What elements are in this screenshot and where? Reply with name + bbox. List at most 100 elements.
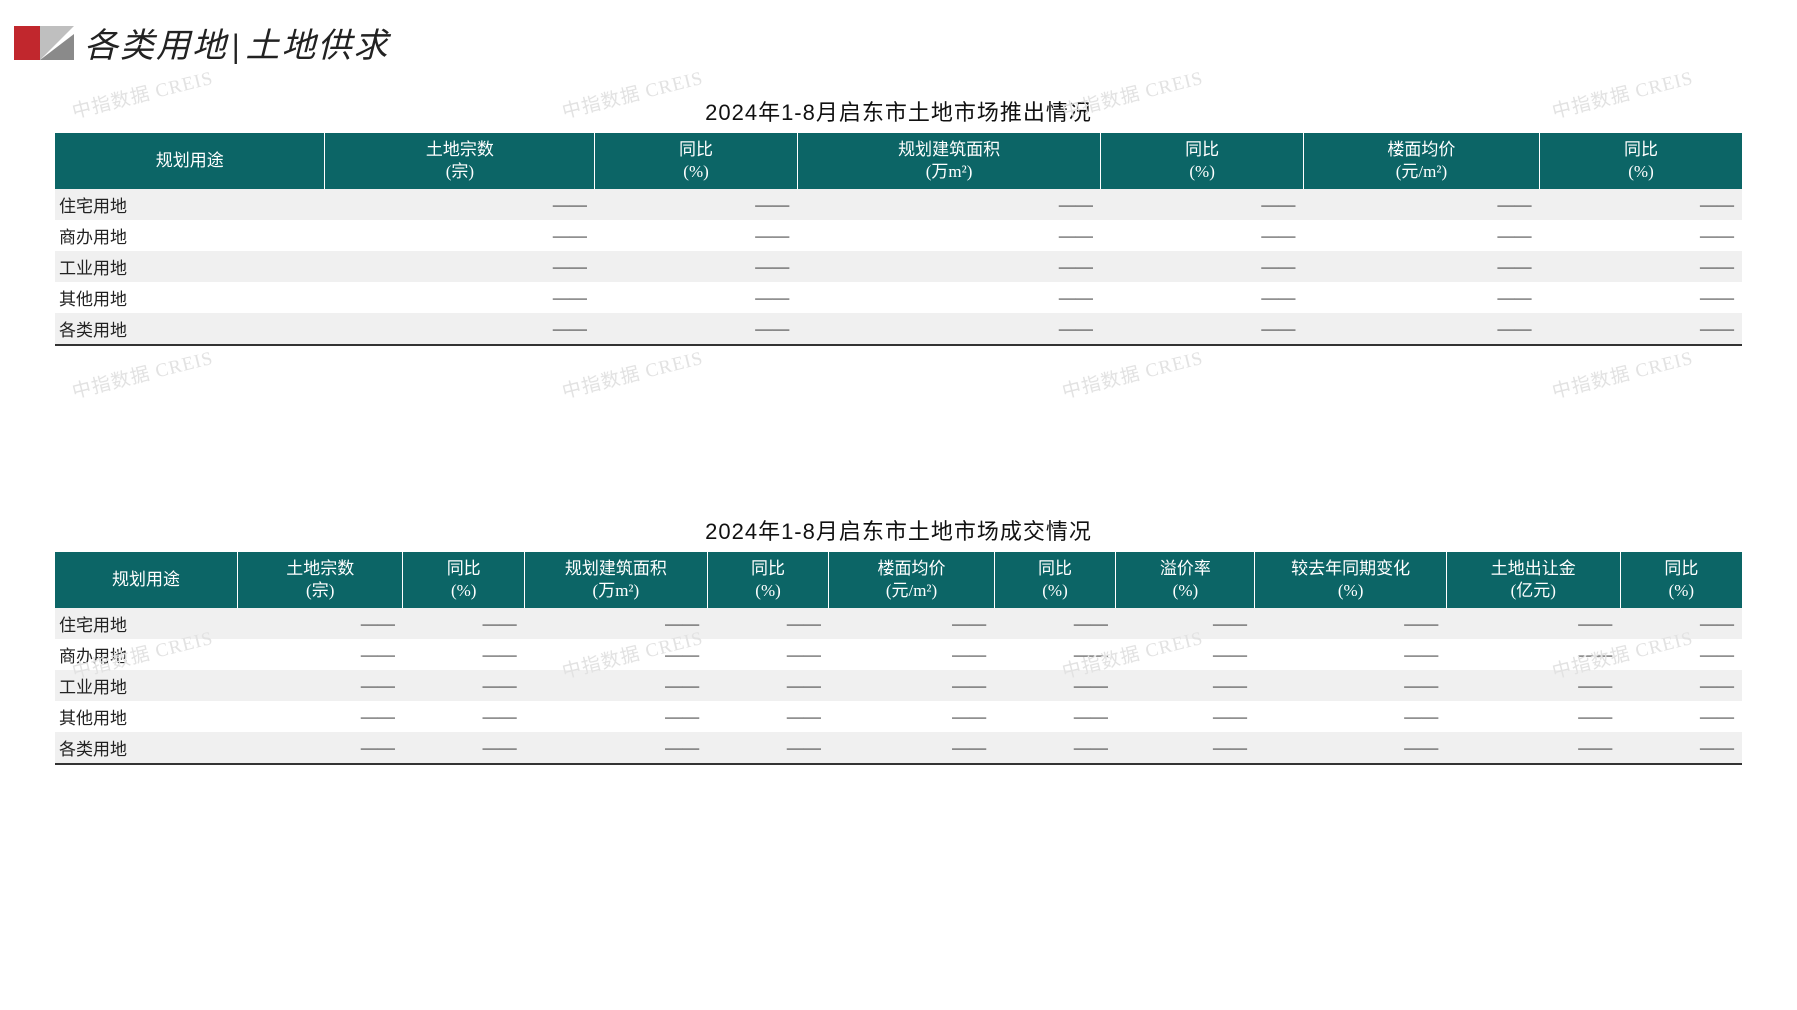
table2-cell: —— — [707, 732, 829, 764]
table1-cell: —— — [797, 189, 1101, 220]
table2-cell: —— — [403, 732, 525, 764]
table2-header-line2: (%) — [451, 581, 476, 600]
table1-cell: —— — [797, 313, 1101, 345]
table1-header-cell: 同比(%) — [1101, 133, 1303, 189]
table2-row: 其他用地———————————————————— — [55, 701, 1742, 732]
table2-header-cell: 同比 (%) — [403, 552, 525, 608]
table2-header-line1: 土地出让金 — [1491, 559, 1576, 578]
table1-row: 住宅用地———————————— — [55, 189, 1742, 220]
title-separator: | — [232, 28, 242, 65]
table2-row-label: 其他用地 — [55, 701, 238, 732]
table2-cell: —— — [994, 732, 1116, 764]
table2-row-label: 工业用地 — [55, 670, 238, 701]
table1-cell: —— — [1101, 282, 1303, 313]
table1-cell: —— — [1540, 220, 1742, 251]
table2-header-cell: 同比 (%) — [994, 552, 1116, 608]
table2-cell: —— — [403, 670, 525, 701]
table2-cell: —— — [403, 701, 525, 732]
table2-cell: —— — [238, 608, 403, 639]
table2-cell: —— — [829, 639, 994, 670]
table1-header-cell: 规划建筑面积(万m²) — [797, 133, 1101, 189]
table2-cell: —— — [829, 732, 994, 764]
table1-header-line2: (%) — [683, 162, 708, 181]
table1-cell: —— — [797, 251, 1101, 282]
table2-header-line1: 同比 — [447, 559, 481, 578]
table2-cell: —— — [1446, 639, 1620, 670]
table1-header-line1: 楼面均价 — [1387, 140, 1455, 159]
table1-header-line1: 同比 — [679, 140, 713, 159]
table2-header-cell: 规划用途 — [55, 552, 238, 608]
table1-row-label: 其他用地 — [55, 282, 325, 313]
table2-cell: —— — [1255, 670, 1446, 701]
table1-caption: 2024年1-8月启东市土地市场推出情况 — [55, 95, 1742, 127]
table1-row-label: 工业用地 — [55, 251, 325, 282]
table2-cell: —— — [1446, 732, 1620, 764]
table2-header-line2: (%) — [1042, 581, 1067, 600]
table1-header-line2: (%) — [1628, 162, 1653, 181]
table1-cell: —— — [595, 282, 797, 313]
table2-cell: —— — [707, 701, 829, 732]
table2-row: 住宅用地———————————————————— — [55, 608, 1742, 639]
table2-cell: —— — [238, 701, 403, 732]
table1-row: 各类用地———————————— — [55, 313, 1742, 345]
table2-header-line1: 同比 — [1038, 559, 1072, 578]
table2-cell: —— — [1116, 732, 1255, 764]
table2-cell: —— — [1116, 608, 1255, 639]
table2-header-row: 规划用途土地宗数(宗) 同比 (%) 规划建筑面积(万m²) 同比 (%) 楼面均价(元/m… — [55, 552, 1742, 608]
table1-header-line1: 同比 — [1185, 140, 1219, 159]
table2-cell: —— — [238, 639, 403, 670]
table1-cell: —— — [1101, 220, 1303, 251]
page-title: 各类用地|土地供求 — [84, 18, 390, 67]
logo-icon — [14, 26, 74, 60]
table2-row: 各类用地———————————————————— — [55, 732, 1742, 764]
table2-cell: —— — [829, 670, 994, 701]
table2-header-line2: (%) — [1173, 581, 1198, 600]
table1-header-cell: 楼面均价(元/m²) — [1303, 133, 1539, 189]
table1-header-cell: 土地宗数(宗) — [325, 133, 595, 189]
table2-cell: —— — [1116, 639, 1255, 670]
table2: 规划用途土地宗数(宗) 同比 (%) 规划建筑面积(万m²) 同比 (%) 楼面均价(元/m… — [55, 552, 1742, 765]
table2-cell: —— — [707, 670, 829, 701]
table2-cell: —— — [1116, 670, 1255, 701]
table1-cell: —— — [595, 189, 797, 220]
table1-header-cell: 同比(%) — [1540, 133, 1742, 189]
table1-row-label: 各类用地 — [55, 313, 325, 345]
table2-header-cell: 规划建筑面积(万m²) — [525, 552, 708, 608]
table2-cell: —— — [525, 732, 708, 764]
table1-cell: —— — [325, 282, 595, 313]
table2-cell: —— — [1620, 732, 1742, 764]
table1-cell: —— — [325, 313, 595, 345]
table2-header-cell: 楼面均价(元/m²) — [829, 552, 994, 608]
table1-cell: —— — [1540, 282, 1742, 313]
table1-header-line1: 规划建筑面积 — [898, 140, 1000, 159]
table1-cell: —— — [325, 220, 595, 251]
table1-cell: —— — [797, 282, 1101, 313]
table2-header-line1: 楼面均价 — [878, 559, 946, 578]
table2-cell: —— — [238, 670, 403, 701]
table2-row: 工业用地———————————————————— — [55, 670, 1742, 701]
table2-header-cell: 土地宗数(宗) — [238, 552, 403, 608]
table1-header-row: 规划用途土地宗数(宗)同比(%)规划建筑面积(万m²)同比(%)楼面均价(元/m… — [55, 133, 1742, 189]
table2-cell: —— — [525, 639, 708, 670]
table1-cell: —— — [325, 189, 595, 220]
table2-cell: —— — [1620, 701, 1742, 732]
table1-cell: —— — [325, 251, 595, 282]
table2-header-cell: 同比(%) — [1620, 552, 1742, 608]
table2-header-line2: (亿元) — [1511, 581, 1556, 600]
table1-cell: —— — [1101, 189, 1303, 220]
table1-row: 工业用地———————————— — [55, 251, 1742, 282]
table2-cell: —— — [1446, 608, 1620, 639]
table1-row-label: 住宅用地 — [55, 189, 325, 220]
table2-header-line2: (%) — [755, 581, 780, 600]
table2-cell: —— — [707, 639, 829, 670]
table1-cell: —— — [595, 313, 797, 345]
table2-header-line1: 溢价率 — [1160, 559, 1211, 578]
table1-header-line1: 土地宗数 — [426, 140, 494, 159]
table2-cell: —— — [994, 639, 1116, 670]
table2-cell: —— — [525, 701, 708, 732]
title-left: 各类用地 — [84, 28, 228, 65]
table2-header-cell: 土地出让金 (亿元) — [1446, 552, 1620, 608]
table1-header-cell: 同比 (%) — [595, 133, 797, 189]
table2-cell: —— — [1620, 608, 1742, 639]
table1-row: 其他用地———————————— — [55, 282, 1742, 313]
